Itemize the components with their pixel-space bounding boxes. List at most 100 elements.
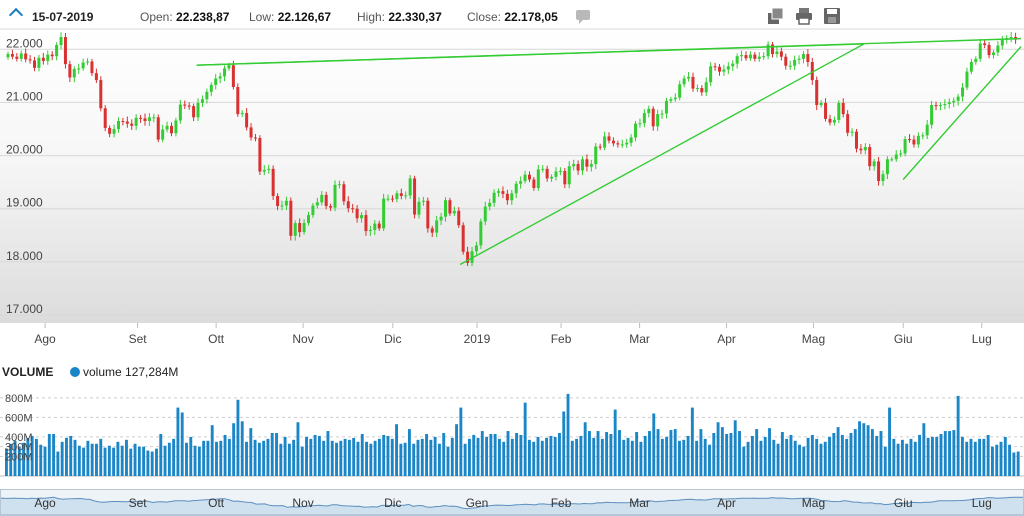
volume-bar — [95, 443, 98, 476]
candle-body — [1009, 37, 1013, 39]
candle-body — [364, 215, 368, 232]
candle-body — [116, 121, 120, 129]
candle-body — [50, 54, 54, 57]
volume-bar — [798, 444, 801, 476]
save-icon[interactable] — [823, 7, 841, 25]
candle-body — [731, 63, 735, 67]
current-date: 15-07-2019 — [32, 10, 94, 24]
volume-bar — [506, 431, 510, 476]
volume-bar — [515, 433, 519, 476]
candle-body — [969, 62, 973, 72]
volume-tick-label: 600M — [5, 412, 33, 424]
volume-bar — [459, 407, 463, 476]
candle-body — [457, 210, 461, 226]
candle-body — [302, 223, 306, 233]
volume-bar — [810, 434, 814, 476]
candle-body — [139, 117, 143, 119]
volume-bar — [103, 447, 107, 476]
volume-bar — [116, 441, 120, 476]
volume-bar — [575, 438, 579, 476]
print-icon[interactable] — [795, 7, 813, 25]
volume-tick-label: 200M — [5, 451, 33, 463]
candle-body — [112, 128, 116, 134]
trendline[interactable] — [902, 46, 1022, 180]
candle-body — [72, 68, 76, 78]
candle-body — [258, 138, 262, 172]
volume-bar — [652, 413, 656, 476]
volume-bar — [287, 443, 291, 476]
candle-body — [925, 124, 929, 136]
volume-bar — [412, 443, 416, 476]
candle-body — [625, 142, 629, 145]
time-tick-label: Lug — [972, 332, 992, 346]
candle-body — [134, 117, 138, 126]
price-tick-label: 20.000 — [6, 143, 43, 157]
volume-bar — [425, 433, 429, 476]
time-tick-label: Set — [129, 332, 148, 346]
candle-body — [143, 118, 147, 122]
trendline[interactable] — [459, 43, 865, 266]
range-navigator[interactable]: Ago Set Ott Nov Dic Gen Feb Mar Apr Mag Giu Lug — [0, 486, 1024, 516]
candle-body — [311, 205, 315, 216]
candle-body — [435, 220, 439, 233]
candle-body — [576, 164, 580, 171]
navigator-area[interactable] — [0, 489, 1024, 516]
price-tick-label: 19.000 — [6, 196, 43, 210]
candle-body — [192, 106, 196, 118]
volume-bar — [313, 434, 317, 476]
candle-body — [108, 127, 112, 134]
volume-bar — [249, 428, 253, 476]
candle-body — [877, 161, 881, 182]
candle-body — [726, 66, 730, 70]
volume-bar — [9, 443, 13, 476]
volume-bar — [300, 446, 304, 476]
trendline[interactable] — [196, 37, 1022, 66]
volume-bar — [742, 446, 746, 476]
close-number: 22.178,05 — [504, 10, 558, 24]
candle-body — [497, 191, 501, 193]
volume-bar — [922, 423, 926, 476]
ohlc-toolbar: 15-07-2019 Open: 22.238,87 Low: 22.126,6… — [0, 0, 1024, 34]
candle-body — [240, 113, 244, 115]
price-grid — [0, 28, 1024, 323]
volume-bar — [982, 438, 986, 476]
volume-bar — [433, 436, 437, 476]
volume-bar — [352, 437, 356, 476]
volume-bar — [789, 434, 793, 476]
candle-body — [620, 144, 624, 146]
candle-body — [757, 56, 761, 59]
candle-body — [673, 97, 677, 100]
volume-bar — [189, 436, 193, 476]
candle-body — [607, 136, 611, 141]
candle-body — [801, 54, 805, 59]
volume-bar — [690, 407, 694, 476]
volume-bar — [570, 440, 574, 476]
time-tick-label: Nov — [292, 332, 313, 346]
volume-bar — [26, 437, 30, 476]
volume-bar — [609, 433, 613, 476]
volume-bar — [107, 445, 111, 476]
volume-bar — [823, 441, 827, 476]
volume-bar — [236, 399, 240, 476]
volume-bar — [47, 433, 51, 476]
volume-bar — [999, 441, 1003, 476]
volume-bar — [133, 443, 137, 476]
layers-icon[interactable] — [767, 7, 785, 25]
candle-body — [276, 195, 280, 207]
volume-bar — [472, 434, 476, 476]
volume-bar — [43, 446, 47, 476]
volume-legend[interactable]: volume 127,284M — [70, 365, 178, 379]
open-value: Open: 22.238,87 — [140, 10, 229, 24]
volume-bar — [853, 429, 857, 476]
candle-body — [165, 125, 169, 130]
candle-body — [872, 161, 876, 167]
candle-body — [452, 210, 456, 214]
candle-body — [90, 61, 94, 74]
volume-bar — [335, 442, 338, 476]
candle-body — [178, 104, 182, 121]
price-tick-label: 21.000 — [6, 89, 43, 103]
price-tick-label: 18.000 — [6, 249, 43, 263]
volume-bar — [583, 422, 587, 476]
comment-icon[interactable] — [576, 10, 590, 24]
candle-body — [762, 56, 766, 58]
